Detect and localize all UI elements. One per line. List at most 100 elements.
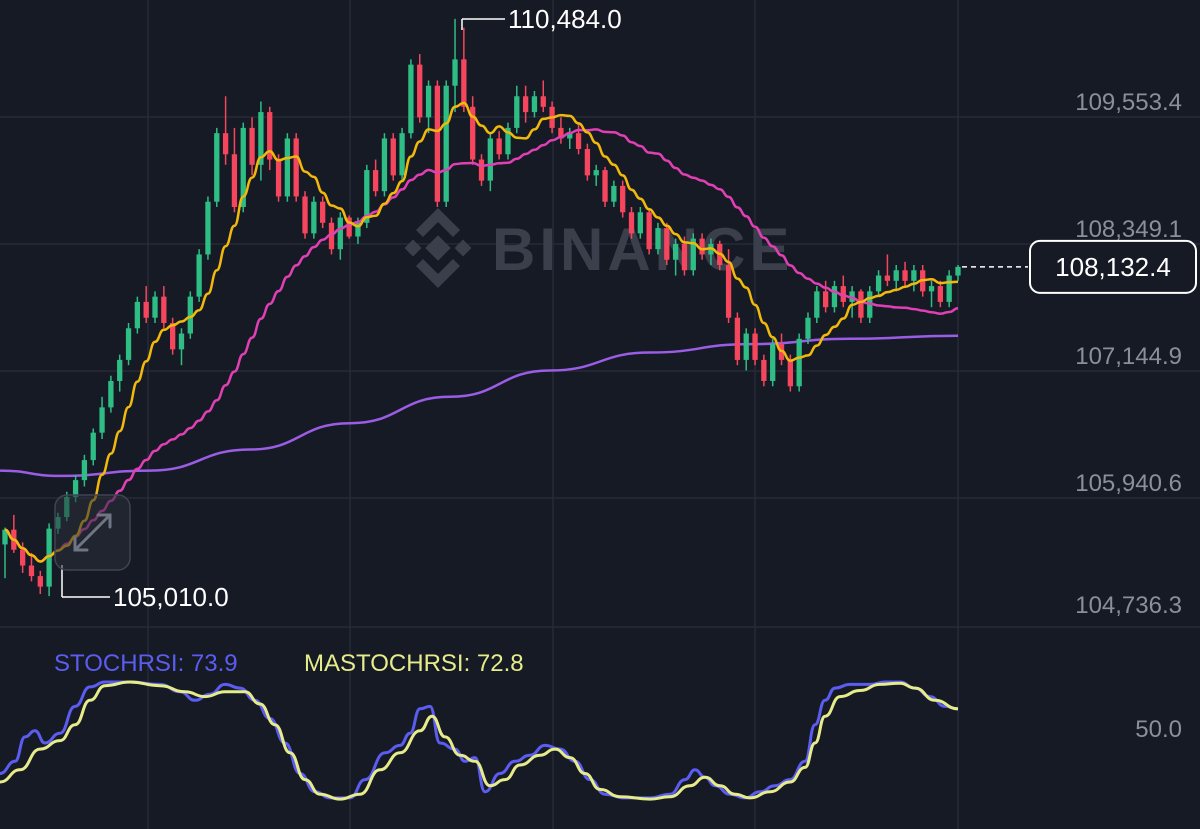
- candle-down: [293, 133, 299, 202]
- candle-body: [328, 222, 335, 250]
- candle-up: [875, 270, 882, 297]
- mastochrsi-label: MASTOCHRSI: 72.8: [304, 650, 524, 677]
- candle-body: [567, 133, 573, 139]
- low-price-label: 105,010.0: [113, 582, 229, 612]
- candle-down: [628, 206, 635, 239]
- candle-body: [443, 85, 449, 202]
- candle-body: [72, 480, 79, 497]
- candle-body: [761, 359, 767, 381]
- candle-up: [611, 180, 617, 207]
- candle-body: [461, 59, 467, 107]
- candle-up: [443, 80, 449, 207]
- candle-body: [28, 565, 35, 577]
- candle-body: [699, 238, 705, 255]
- candle-up: [187, 291, 193, 339]
- candle-body: [681, 243, 688, 271]
- candle-up: [134, 296, 141, 334]
- candle-up: [487, 133, 493, 192]
- candle-body: [152, 296, 158, 318]
- candle-down: [28, 552, 35, 582]
- candle-down: [761, 354, 767, 387]
- candle-body: [584, 148, 591, 176]
- candle-body: [884, 275, 891, 281]
- candle-body: [822, 291, 829, 308]
- candle-body: [267, 112, 273, 160]
- candle-up: [655, 222, 661, 255]
- candle-down: [37, 570, 43, 595]
- candle-down: [161, 286, 167, 329]
- candle-body: [249, 127, 255, 165]
- candle-body: [364, 170, 370, 223]
- candle-up: [796, 333, 802, 392]
- candle-body: [946, 275, 952, 302]
- candle-up: [805, 312, 811, 345]
- candle-body: [346, 217, 352, 237]
- price-tick-label: 108,349.1: [1075, 216, 1182, 243]
- candle-body: [275, 159, 282, 197]
- candle-down: [540, 80, 546, 113]
- candle-down: [478, 154, 485, 186]
- candle-up: [205, 196, 211, 260]
- candle-down: [752, 328, 758, 366]
- candle-body: [770, 344, 776, 381]
- candle-down: [937, 280, 943, 308]
- candle-body: [893, 270, 899, 281]
- candle-body: [787, 359, 793, 387]
- candle-up: [381, 133, 388, 197]
- candle-up: [399, 127, 405, 181]
- candle-body: [875, 275, 882, 292]
- candle-up: [125, 322, 132, 366]
- candle-body: [37, 576, 43, 587]
- candle-body: [911, 270, 917, 281]
- candle-body: [399, 133, 405, 176]
- candle-body: [81, 460, 88, 481]
- candle-down: [664, 222, 670, 265]
- candle-up: [770, 338, 776, 387]
- candle-up: [108, 375, 114, 413]
- candle-up: [178, 328, 185, 366]
- candle-body: [434, 85, 441, 202]
- candle-body: [143, 301, 149, 318]
- candle-up: [946, 270, 952, 308]
- candle-up: [46, 523, 52, 597]
- last-price-marker: 108,132.4: [962, 239, 1197, 294]
- candle-body: [487, 138, 493, 181]
- candle-down: [822, 280, 829, 313]
- candle-down: [170, 317, 176, 355]
- candle-up: [284, 133, 291, 202]
- candle-down: [884, 254, 891, 287]
- candle-down: [734, 312, 741, 366]
- candle-body: [602, 170, 608, 202]
- candle-down: [222, 96, 229, 165]
- price-tick-label: 109,553.4: [1075, 89, 1182, 116]
- candle-body: [611, 185, 617, 202]
- candle-up: [196, 249, 202, 302]
- candle-up: [893, 264, 899, 292]
- candle-body: [99, 407, 105, 433]
- candle-body: [690, 238, 696, 271]
- candle-down: [902, 261, 908, 287]
- candle-body: [390, 138, 396, 176]
- candle-body: [108, 380, 114, 408]
- candle-body: [858, 291, 864, 318]
- candle-up: [593, 164, 599, 186]
- candle-down: [461, 27, 467, 113]
- candle-up: [505, 122, 511, 160]
- candle-body: [575, 133, 582, 149]
- candle-up: [514, 85, 520, 134]
- candle-down: [496, 131, 502, 160]
- candle-body: [725, 264, 732, 318]
- candle-body: [928, 286, 935, 292]
- candle-body: [381, 138, 388, 192]
- candle-body: [20, 549, 26, 566]
- candle-body: [655, 228, 661, 250]
- candle-up: [258, 101, 264, 181]
- ma-7-path: [4, 101, 959, 563]
- candle-body: [408, 64, 414, 134]
- ma-25-line: [4, 128, 959, 563]
- candle-body: [470, 106, 476, 160]
- candle-down: [231, 127, 238, 213]
- expand-button[interactable]: [54, 494, 131, 571]
- candle-up: [814, 286, 820, 323]
